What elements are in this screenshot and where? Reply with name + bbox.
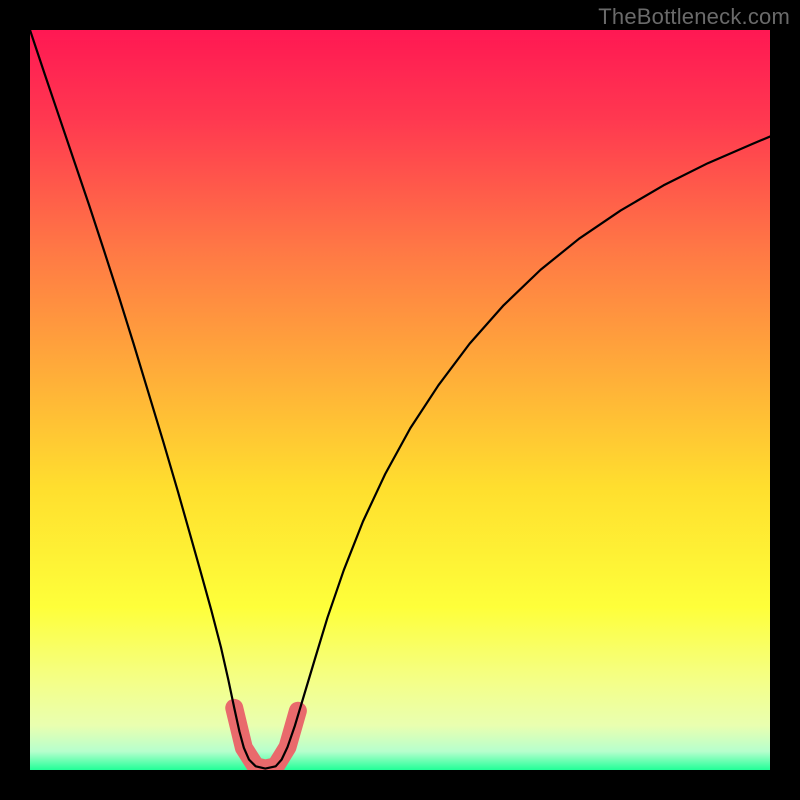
watermark-text: TheBottleneck.com — [598, 4, 790, 30]
bottleneck-chart — [30, 30, 770, 770]
chart-container — [30, 30, 770, 770]
chart-background — [30, 30, 770, 770]
